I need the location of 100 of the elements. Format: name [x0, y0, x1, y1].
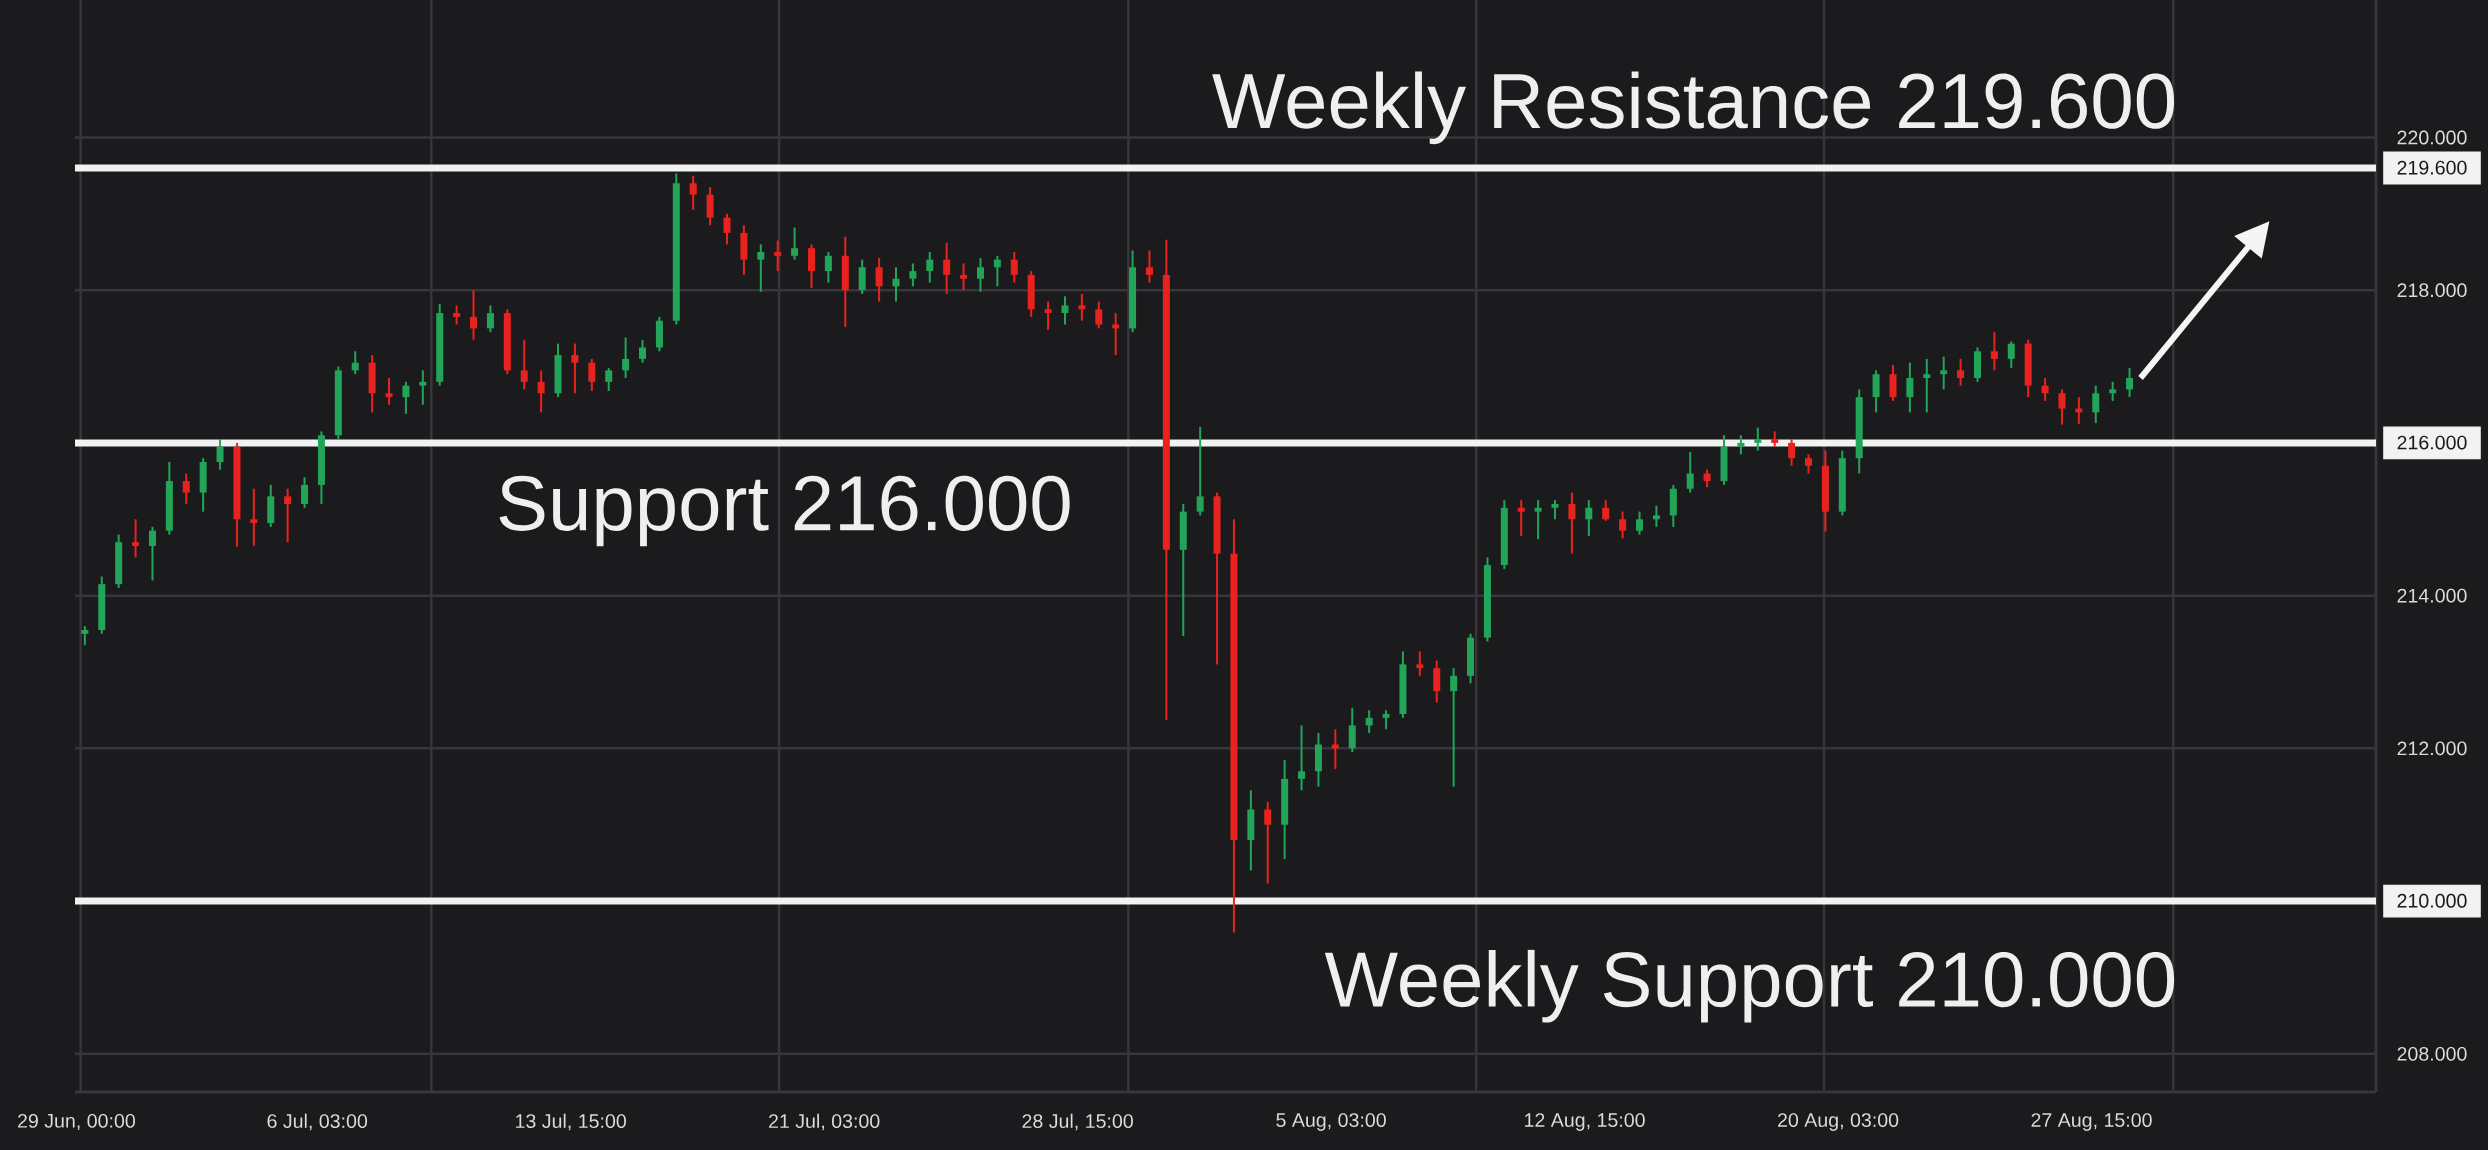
x-tick-label: 6 Jul, 03:00 [267, 1113, 368, 1131]
y-tick-label: 218.000 [2397, 283, 2467, 298]
candlestick [723, 212, 731, 246]
candlestick [1889, 364, 1897, 402]
candlestick [520, 338, 528, 391]
candlestick [588, 357, 596, 392]
candlestick [1551, 499, 1559, 521]
candlestick [689, 174, 697, 211]
candlestick [1804, 453, 1812, 475]
candlestick [1095, 300, 1103, 330]
candlestick [284, 487, 292, 544]
candlestick [1923, 357, 1931, 414]
candlestick [1585, 499, 1593, 538]
candlestick [2092, 384, 2100, 425]
candlestick [622, 336, 630, 379]
candlestick [639, 338, 647, 364]
x-tick-label: 28 Jul, 15:00 [1022, 1113, 1133, 1131]
candlestick [1652, 504, 1660, 528]
text: 210.000 [2397, 893, 2467, 908]
x-tick-label: 27 Aug, 15:00 [2031, 1113, 2152, 1131]
candlestick [1737, 434, 1745, 456]
text: 216.000 [2397, 435, 2467, 450]
candlestick [1990, 331, 1998, 372]
candlestick [1534, 499, 1542, 541]
candlestick [1416, 650, 1424, 677]
x-tick-label: 12 Aug, 15:00 [1525, 1113, 1645, 1131]
candlestick [537, 369, 545, 414]
candlestick [824, 251, 832, 284]
candlestick [1602, 499, 1610, 522]
candlestick [1754, 426, 1762, 452]
candlestick [943, 241, 951, 295]
candlestick [993, 254, 1001, 288]
candlestick [1433, 659, 1441, 704]
candlestick [1348, 706, 1356, 754]
candlestick [1450, 667, 1458, 788]
candlestick [1145, 249, 1153, 284]
candlestick [875, 257, 883, 303]
y-tick-label: 212.000 [2397, 741, 2467, 756]
candlestick [858, 258, 866, 295]
x-tick-label: 5 Aug, 03:00 [1276, 1113, 1386, 1131]
candlestick [1957, 357, 1965, 387]
candlestick [1061, 295, 1069, 326]
x-tick-label: 21 Jul, 03:00 [769, 1113, 880, 1131]
candlestick [1196, 425, 1204, 517]
candlestick [1264, 800, 1272, 885]
candlestick [1298, 724, 1306, 792]
candlestick [960, 262, 968, 292]
x-tick-label: 20 Aug, 03:00 [1778, 1113, 1899, 1131]
candlestick [909, 262, 917, 288]
candlestick [81, 625, 89, 647]
candlestick [351, 350, 359, 376]
candlestick [486, 304, 494, 334]
candlestick [1517, 499, 1525, 538]
candlestick [453, 304, 461, 326]
y-tick-label: 214.000 [2397, 588, 2467, 603]
candlestick [706, 186, 714, 227]
candlestick [1788, 438, 1796, 467]
candlestick [1044, 300, 1052, 331]
ref-line-label: Support 216.000 [499, 475, 1070, 547]
candlestick [1686, 451, 1694, 494]
candlestick [808, 243, 815, 289]
candlestick [1365, 709, 1373, 735]
candlestick [774, 239, 782, 273]
candlestick [2041, 377, 2049, 402]
candlestick [148, 525, 156, 582]
ref-line-label: Weekly Support 210.000 [1324, 949, 2175, 1023]
candlestick [1078, 293, 1086, 322]
candlestick [892, 266, 900, 303]
candlestick [926, 251, 934, 284]
candlestick [1010, 251, 1018, 284]
candlestick [791, 226, 799, 261]
candlestick [1872, 369, 1880, 414]
y-tick-label: 220.000 [2397, 130, 2467, 145]
candlestick [1619, 510, 1627, 540]
candlestick [2058, 388, 2066, 426]
candlestick [1568, 491, 1576, 555]
candlestick [2007, 340, 2015, 370]
candlestick [757, 243, 765, 293]
candlestick [605, 367, 613, 392]
candlestick [402, 380, 410, 415]
x-tick-label: 29 Jun, 00:00 [18, 1113, 135, 1131]
candlestick [250, 487, 258, 547]
candlestick [132, 518, 140, 559]
candlestick [301, 476, 309, 509]
candlestick [216, 438, 224, 471]
ref-line-label: Weekly Resistance 219.600 [1212, 71, 2175, 145]
y-tick-label: 208.000 [2397, 1046, 2467, 1061]
candlestick [419, 369, 427, 406]
candlestick [385, 377, 393, 406]
candlestick [2109, 380, 2117, 402]
candlestick [1940, 355, 1948, 391]
candlestick [1636, 510, 1644, 536]
text: 219.600 [2397, 160, 2467, 175]
x-tick-label: 13 Jul, 15:00 [516, 1113, 626, 1131]
candlestick [571, 342, 579, 395]
candlestick [470, 289, 478, 341]
candlestick [2126, 367, 2134, 399]
candlestick [182, 472, 190, 505]
candlestick [976, 257, 984, 293]
candlestick [1906, 361, 1914, 414]
